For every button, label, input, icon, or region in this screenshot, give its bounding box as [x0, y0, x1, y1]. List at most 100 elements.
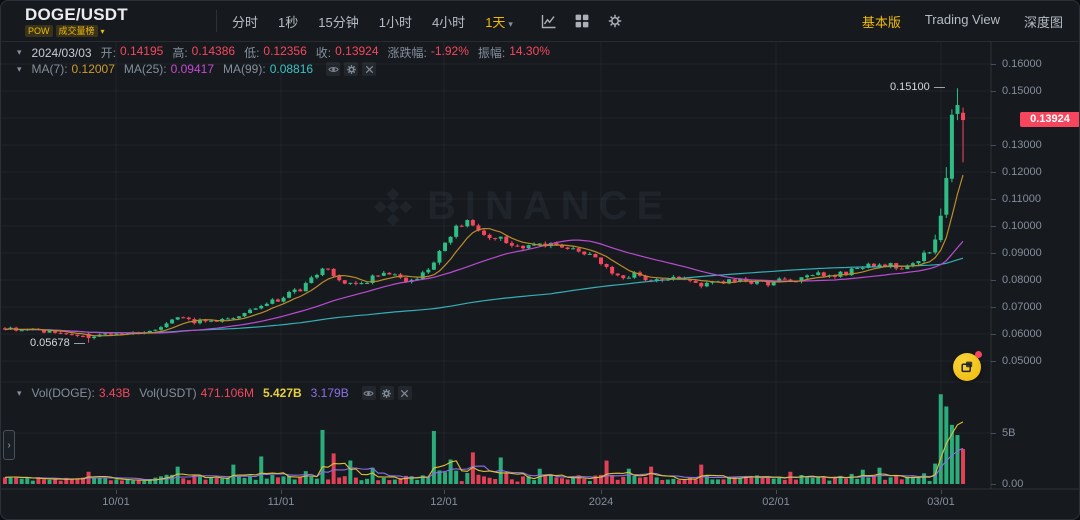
volume-bar: [754, 475, 759, 484]
tag-pow[interactable]: POW: [25, 25, 53, 38]
candle-body: [916, 261, 921, 264]
expand-panel-handle[interactable]: ›: [3, 430, 15, 460]
volume-bar: [309, 476, 314, 484]
ma7-line: [4, 174, 964, 337]
volume-bar: [793, 479, 798, 484]
candle-body: [821, 272, 826, 277]
candle-body: [426, 269, 431, 273]
time-tick-dash: [281, 490, 282, 494]
volume-bar: [186, 480, 191, 484]
price-tick-label: 0.06000: [1002, 328, 1042, 340]
candle-body: [314, 274, 319, 278]
timeframe-1小时[interactable]: 1小时: [378, 14, 412, 30]
candle-body: [871, 263, 876, 267]
kline-style-icon[interactable]: [540, 13, 557, 30]
chart-header: DOGE/USDT POW 成交量榜 ▾ 分时 1秒 15分钟 1小时 4小时 1天 ▾ 基…: [1, 1, 1079, 42]
time-tick-label: 02/01: [762, 496, 790, 508]
price-tick-label: 0.09000: [1002, 247, 1042, 259]
candle-body: [259, 305, 264, 309]
vol-collapse-caret[interactable]: ▾: [17, 387, 22, 398]
ohlc-info-bar: ▾ 2024/03/03 开: 0.14195 高: 0.14386 低: 0.12356 收:…: [17, 44, 550, 61]
remove-indicator-close-icon[interactable]: [397, 386, 412, 400]
candle-body: [621, 275, 626, 279]
volume-bar: [103, 478, 108, 484]
volume-bar: [509, 479, 514, 484]
candle-body: [342, 280, 347, 284]
price-axis[interactable]: 0.16000 0.15000 0.13000 0.12000 0.11000 0.100…: [991, 41, 1079, 490]
candle-body: [326, 268, 331, 270]
candle-body: [749, 281, 754, 284]
volume-bar: [621, 476, 626, 484]
volume-bar: [14, 476, 19, 484]
settings-gear-icon[interactable]: [607, 13, 623, 29]
ohlc-item-2: 低: 0.12356: [244, 44, 307, 61]
volume-bar: [476, 474, 481, 484]
indicator-grid-icon[interactable]: [574, 13, 590, 29]
candle-body: [153, 329, 158, 331]
annotation-dash: [73, 342, 85, 344]
volume-bar: [142, 480, 147, 484]
ma25-line: [4, 239, 964, 334]
volume-bar: [192, 474, 197, 484]
volume-bar: [75, 478, 80, 484]
volume-bar: [593, 475, 598, 484]
candle-body: [777, 278, 782, 283]
promo-float-button[interactable]: [953, 351, 982, 381]
time-axis[interactable]: 10/01 11/01 12/01 2024 02/01 03/01: [1, 489, 1079, 511]
timeframe-4小时[interactable]: 4小时: [431, 14, 466, 30]
vol-item-1-value: 471.106M: [200, 386, 254, 400]
volume-bar: [420, 475, 425, 484]
volume-bar: [281, 476, 286, 484]
volume-bar: [649, 466, 654, 484]
volume-tick-label: 5B: [1002, 427, 1016, 439]
volume-bar: [771, 478, 776, 484]
ohlc-collapse-caret[interactable]: ▾: [17, 47, 22, 57]
view-mode-Trading View[interactable]: Trading View: [924, 11, 1000, 27]
candle-body: [548, 243, 553, 247]
volume-bar: [487, 477, 492, 484]
volume-bar: [660, 480, 665, 484]
price-tick-dash: [991, 91, 996, 92]
volume-bar: [699, 464, 704, 484]
visibility-eye-icon[interactable]: [326, 62, 341, 76]
volume-bar: [409, 476, 414, 484]
volume-bar: [431, 430, 436, 484]
view-mode-深度图[interactable]: 深度图: [1023, 14, 1063, 30]
candle-body: [849, 268, 854, 276]
price-tick-dash: [991, 64, 996, 65]
view-mode-基本版[interactable]: 基本版: [861, 14, 901, 30]
remove-indicator-close-icon[interactable]: [362, 62, 377, 76]
candle-body: [337, 276, 342, 281]
volume-bar: [465, 473, 470, 484]
last-price-badge: 0.13924: [1020, 112, 1079, 127]
timeframe-1天[interactable]: 1天 ▾: [485, 14, 513, 30]
candle-body: [108, 333, 113, 335]
candle-body: [866, 263, 871, 268]
ma-collapse-caret[interactable]: ▾: [17, 63, 22, 74]
volume-bar: [80, 477, 85, 484]
candle-body: [170, 319, 175, 324]
volume-bar: [560, 478, 564, 484]
candle-body: [376, 275, 381, 277]
timeframe-15分钟[interactable]: 15分钟: [318, 14, 359, 30]
volume-bar: [153, 477, 158, 484]
candle-body: [114, 333, 119, 335]
volume-tick-dash: [991, 484, 996, 485]
candle-body: [810, 275, 815, 277]
tag-caret-icon[interactable]: ▾: [100, 26, 105, 36]
indicator-settings-gear-icon[interactable]: [379, 386, 394, 400]
ohlc-item-2-label: 低:: [244, 46, 260, 60]
candle-body: [587, 253, 592, 255]
indicator-settings-gear-icon[interactable]: [344, 62, 359, 76]
volume-bar: [827, 480, 832, 484]
timeframe-1秒[interactable]: 1秒: [278, 14, 299, 30]
tag-volume-rank[interactable]: 成交量榜: [55, 25, 98, 38]
volume-bar: [365, 478, 370, 484]
candle-body: [877, 264, 882, 267]
volume-bar: [69, 478, 74, 484]
visibility-eye-icon[interactable]: [361, 386, 376, 400]
timeframe-分时[interactable]: 分时: [232, 14, 259, 30]
candle-body: [526, 245, 531, 249]
volume-bar: [676, 480, 681, 484]
